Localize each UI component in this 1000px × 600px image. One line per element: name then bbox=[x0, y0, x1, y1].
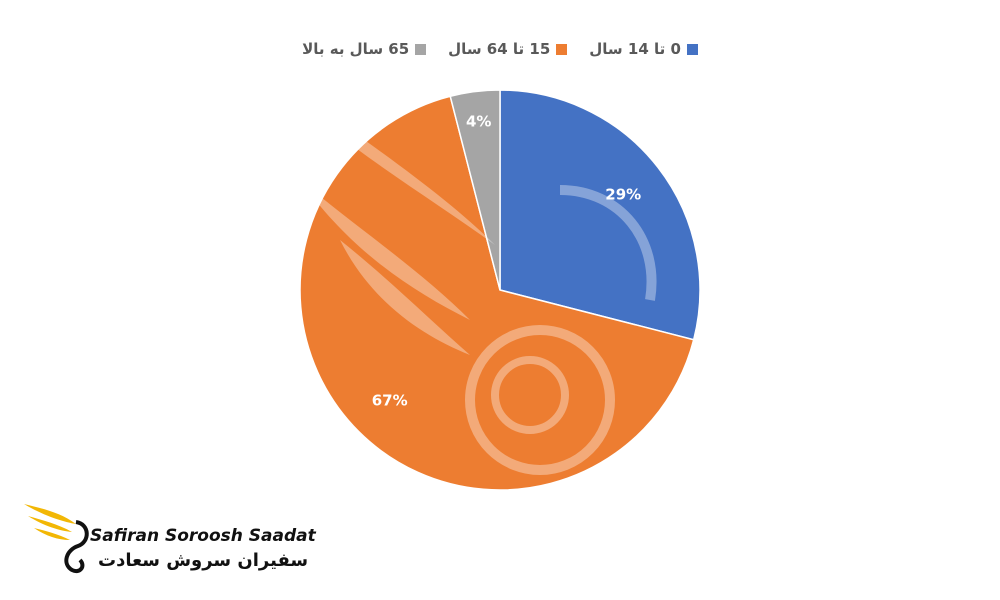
legend-label-15-64: 15 تا 64 سال bbox=[448, 40, 551, 58]
pie-slices bbox=[299, 89, 701, 491]
legend-item-0-14: 0 تا 14 سال bbox=[589, 40, 698, 58]
brand-logo: Safiran Soroosh Saadat سفیران سروش سعادت bbox=[20, 494, 316, 584]
pie-slice-15-64 bbox=[299, 95, 695, 491]
pie-slice-65-plus bbox=[449, 89, 501, 291]
brand-name-fa: سفیران سروش سعادت bbox=[98, 550, 309, 571]
legend-swatch-65-plus bbox=[415, 43, 427, 55]
pie-slice-0-14 bbox=[499, 89, 701, 341]
legend-item-15-64: 15 تا 64 سال bbox=[448, 40, 568, 58]
data-label-65-plus: 4% bbox=[466, 112, 491, 130]
data-label-0-14: 29% bbox=[605, 185, 641, 203]
legend-item-65-plus: 65 سال به بالا bbox=[302, 40, 427, 58]
legend-label-65-plus: 65 سال به بالا bbox=[302, 40, 410, 58]
chart-legend: 0 تا 14 سال 15 تا 64 سال 65 سال به بالا bbox=[300, 40, 700, 58]
legend-swatch-15-64 bbox=[556, 43, 568, 55]
pie-data-labels: 29% 67% 4% bbox=[372, 112, 641, 409]
winged-swan-logo-icon bbox=[24, 504, 89, 573]
legend-swatch-0-14 bbox=[686, 43, 698, 55]
data-label-15-64: 67% bbox=[372, 391, 408, 409]
brand-name-en: Safiran Soroosh Saadat bbox=[90, 526, 316, 546]
wing-watermark-icon bbox=[268, 70, 657, 475]
legend-label-0-14: 0 تا 14 سال bbox=[589, 40, 681, 58]
